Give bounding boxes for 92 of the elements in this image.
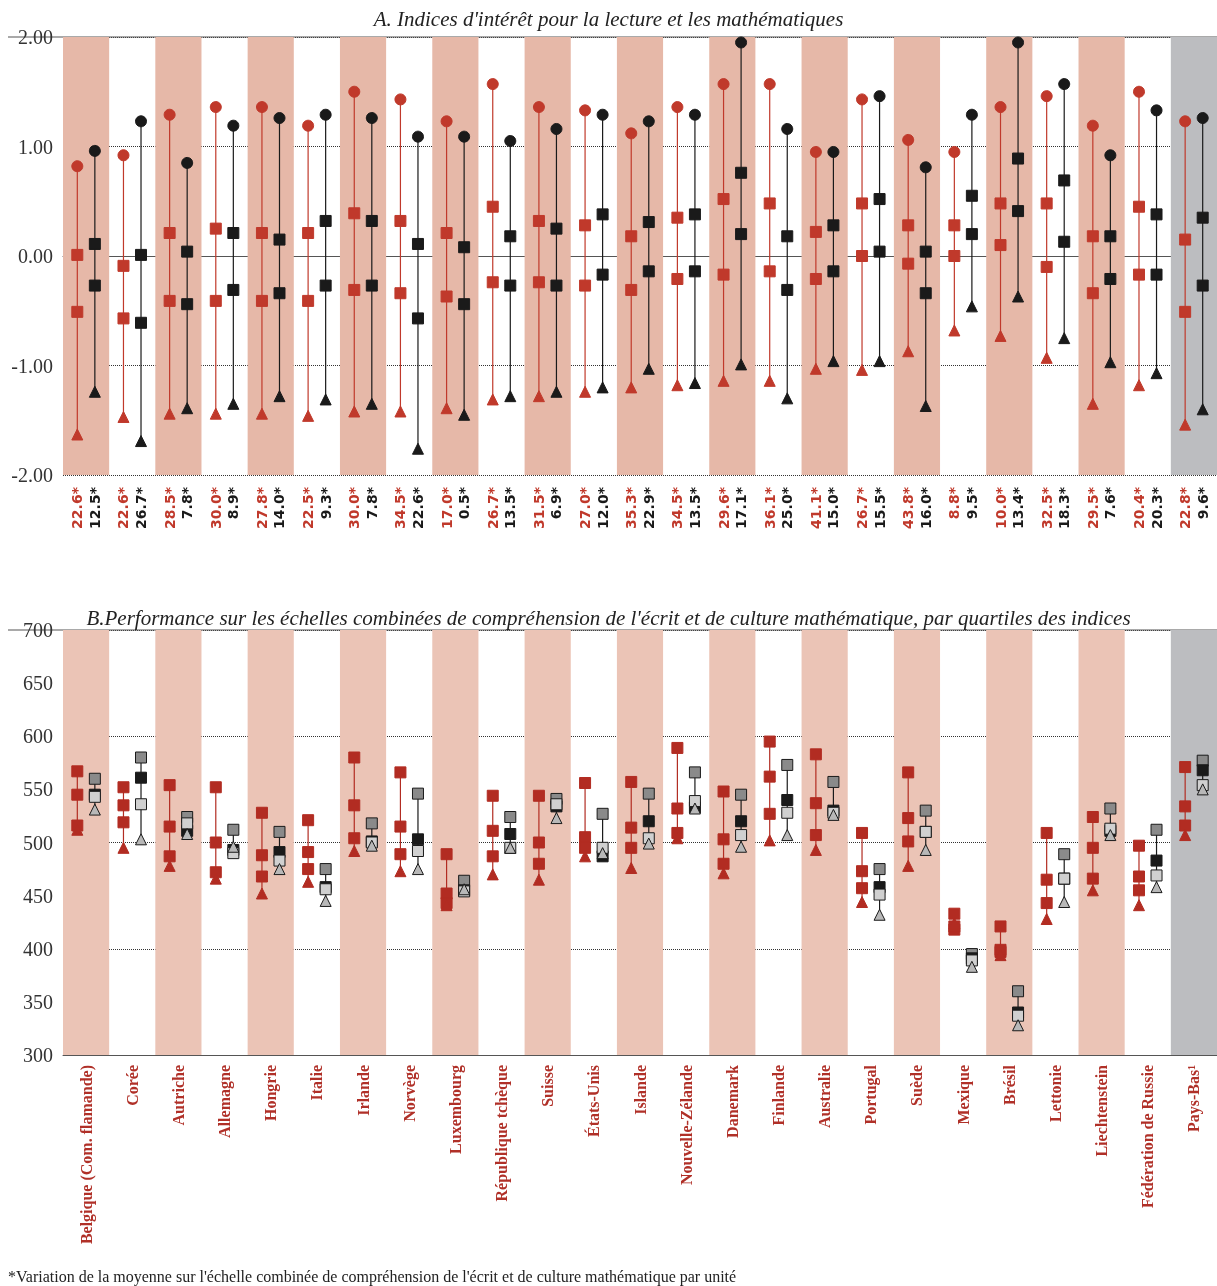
- text: 17.1*: [733, 486, 750, 529]
- text: 18.3*: [1056, 486, 1073, 529]
- y-tick-label: 0.00: [18, 245, 53, 267]
- y-tick-label: 600: [23, 725, 53, 748]
- text: 22.6*: [115, 486, 132, 529]
- x-tick-label: Hongrie: [262, 1065, 281, 1121]
- text: 12.0*: [594, 486, 611, 529]
- text: 14.0*: [271, 486, 288, 529]
- text: 20.3*: [1148, 486, 1165, 529]
- y-tick-label: 450: [23, 884, 53, 907]
- text: 29.5*: [1084, 486, 1101, 529]
- text: 26.7*: [484, 486, 501, 529]
- x-tick-label: Lettonie: [1046, 1065, 1064, 1122]
- x-tick-label: États-Unis: [584, 1065, 603, 1138]
- text: 30.0*: [346, 486, 363, 529]
- text: 15.0*: [825, 486, 842, 529]
- text: 9.6*: [1194, 486, 1211, 520]
- text: 26.7*: [133, 486, 150, 529]
- y-tick-label: 700: [23, 619, 53, 641]
- text: 8.8*: [946, 486, 963, 520]
- x-tick-label: Australie: [816, 1065, 834, 1129]
- text: 10.0*: [992, 486, 1009, 529]
- text: 27.0*: [577, 486, 594, 529]
- text: 26.7*: [854, 486, 871, 529]
- text: 7.8*: [363, 486, 380, 520]
- y-tick-label: 500: [23, 831, 53, 854]
- x-tick-label: Autriche: [169, 1065, 187, 1126]
- text: 13.4*: [1010, 486, 1027, 529]
- chart-title: A. Indices d'intérêt pour la lecture et les mathématiques: [371, 6, 844, 31]
- y-tick-label: 350: [23, 990, 53, 1013]
- text: 8.9*: [225, 486, 242, 520]
- y-tick-label: -2.00: [11, 464, 53, 486]
- text: 31.5*: [530, 486, 547, 529]
- text: 25.0*: [779, 486, 796, 529]
- x-tick-label: Mexique: [954, 1065, 973, 1125]
- text: 35.3*: [623, 486, 640, 529]
- text: 7.8*: [179, 486, 196, 520]
- text: 28.5*: [161, 486, 178, 529]
- text: 43.8*: [900, 486, 917, 529]
- text: 32.5*: [1038, 486, 1055, 529]
- text: 6.9*: [548, 486, 565, 520]
- y-tick-label: 1.00: [18, 135, 53, 158]
- text: 34.5*: [392, 486, 409, 529]
- text: 9.3*: [317, 486, 334, 520]
- x-tick-label: Corée: [123, 1065, 141, 1106]
- y-tick-label: 400: [23, 937, 53, 960]
- text: 15.5*: [871, 486, 888, 529]
- text: 22.5*: [300, 486, 317, 529]
- x-tick-label: Irlande: [354, 1065, 372, 1116]
- y-tick-label: 300: [23, 1044, 53, 1066]
- text: 17.0*: [438, 486, 455, 529]
- x-tick-label: Belgique (Com. flamande): [77, 1065, 96, 1245]
- x-tick-label: Pays-Bas¹: [1185, 1064, 1204, 1133]
- text: 7.6*: [1102, 486, 1119, 520]
- text: 22.8*: [1177, 486, 1194, 529]
- x-tick-label: Liechtenstein: [1093, 1064, 1111, 1157]
- x-tick-label: Danemark: [723, 1064, 741, 1138]
- text: 29.6*: [715, 486, 732, 529]
- y-tick-label: 550: [23, 778, 53, 801]
- y-tick-label: 2.00: [18, 26, 53, 48]
- x-tick-label: Suisse: [539, 1065, 557, 1107]
- y-tick-label: -1.00: [11, 354, 53, 377]
- text: 13.5*: [502, 486, 519, 529]
- text: 34.5*: [669, 486, 686, 529]
- x-tick-label: Allemagne: [216, 1065, 235, 1138]
- x-tick-label: Luxembourg: [446, 1065, 465, 1154]
- text: 13.5*: [686, 486, 703, 529]
- text: 41.1*: [807, 486, 824, 529]
- text: 16.0*: [917, 486, 934, 529]
- text: 36.1*: [761, 486, 778, 529]
- x-tick-label: Nouvelle-Zélande: [677, 1065, 695, 1185]
- text: 0.5*: [456, 486, 473, 520]
- chart-title: B.Performance sur les échelles combinées de compréhension de l'écrit et de culture mathématique, par quartiles des indices: [86, 605, 1131, 630]
- x-tick-label: Italie: [308, 1065, 326, 1101]
- text: 20.4*: [1130, 486, 1147, 529]
- text: 27.8*: [253, 486, 270, 529]
- x-tick-label: Islande: [631, 1065, 649, 1115]
- text: 30.0*: [207, 486, 224, 529]
- x-tick-label: Portugal: [862, 1064, 881, 1125]
- text: 12.5*: [86, 486, 103, 529]
- x-tick-label: Finlande: [769, 1065, 787, 1126]
- text: 22.6*: [409, 486, 426, 529]
- x-tick-label: Suède: [908, 1065, 926, 1106]
- text: 22.9*: [640, 486, 657, 529]
- text: 9.5*: [963, 486, 980, 520]
- text: 22.6*: [69, 486, 86, 529]
- x-tick-label: Fédération de Russie: [1139, 1065, 1157, 1209]
- x-tick-label: République tchèque: [493, 1065, 512, 1202]
- y-tick-label: 650: [23, 672, 53, 695]
- x-tick-label: Norvège: [400, 1065, 419, 1122]
- x-tick-label: Brésil: [1000, 1064, 1018, 1105]
- text: *Variation de la moyenne sur l'échelle combinée de compréhension de l'écrit et de culture mathématique par unité: [8, 1267, 737, 1286]
